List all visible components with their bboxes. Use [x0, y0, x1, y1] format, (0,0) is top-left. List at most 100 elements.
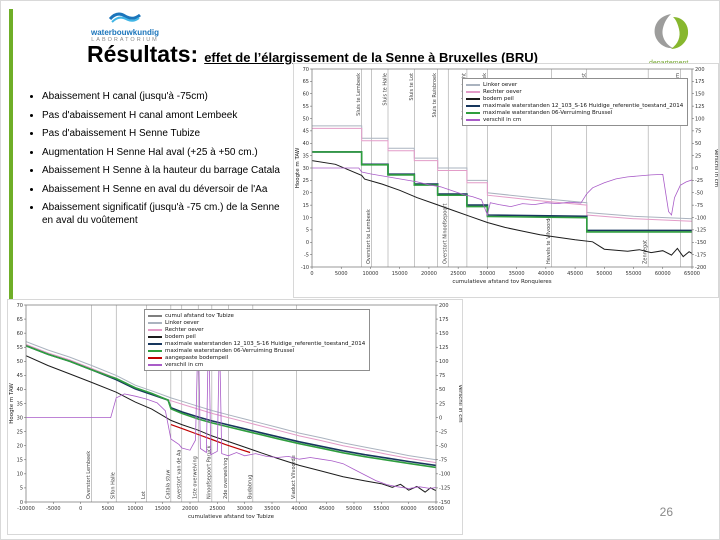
svg-text:-150: -150	[695, 240, 706, 246]
series-line	[26, 320, 436, 489]
svg-text:40000: 40000	[291, 506, 307, 512]
logo-left-line2: LABORATORIUM	[91, 37, 159, 43]
svg-text:65: 65	[17, 317, 23, 323]
title-text: Résultats:	[87, 41, 199, 67]
legend-swatch	[148, 321, 162, 324]
svg-text:10000: 10000	[363, 271, 379, 277]
series-line	[312, 160, 692, 258]
svg-text:65: 65	[303, 79, 309, 85]
series-line	[312, 151, 692, 233]
legend-entry: maximale waterstanden 06-Verruiming Brus…	[148, 347, 365, 354]
svg-text:40: 40	[17, 387, 23, 393]
legend-swatch	[466, 97, 480, 100]
svg-text:200: 200	[695, 67, 705, 73]
svg-text:35: 35	[17, 401, 23, 407]
landmark-label: Lot	[141, 491, 147, 499]
svg-text:70: 70	[303, 67, 309, 73]
logo-left-line1: waterbouwkundig	[91, 28, 159, 37]
right-axis-title: Verschil in cm	[457, 384, 462, 422]
svg-text:40000: 40000	[538, 271, 554, 277]
flanders-hydraulics-logo: waterbouwkundig LABORATORIUM	[77, 9, 173, 44]
legend-swatch	[148, 342, 162, 345]
svg-text:-5: -5	[304, 252, 309, 258]
svg-text:60: 60	[17, 331, 23, 337]
legend-swatch	[466, 83, 480, 86]
landmark-label: Hevels te Vilvoorde	[546, 216, 552, 264]
svg-text:65000: 65000	[428, 506, 444, 512]
svg-text:20000: 20000	[182, 506, 198, 512]
svg-text:10000: 10000	[127, 506, 143, 512]
legend-swatch	[148, 314, 162, 317]
landmark-label: Catala stuw	[165, 470, 171, 499]
svg-text:15000: 15000	[155, 506, 171, 512]
legend-swatch	[466, 118, 480, 121]
svg-text:25: 25	[303, 178, 309, 184]
series-line	[312, 167, 692, 217]
svg-text:0: 0	[439, 415, 442, 421]
leaf-logo-icon	[654, 14, 689, 49]
landmark-label: Sluis te Lot	[409, 73, 415, 101]
svg-text:50000: 50000	[596, 271, 612, 277]
svg-text:0: 0	[695, 166, 698, 172]
svg-text:10: 10	[303, 215, 309, 221]
legend-label: maximale waterstanden 12_103_S-16 Huidig…	[165, 340, 366, 347]
legend-entry: maximale waterstanden 12_103_S-16 Huidig…	[148, 340, 365, 347]
svg-text:100: 100	[439, 359, 449, 365]
svg-text:30: 30	[303, 166, 309, 172]
svg-text:75: 75	[439, 373, 445, 379]
legend-label: maximale waterstanden 06-Verruiming Brus…	[165, 347, 295, 354]
svg-text:-50: -50	[695, 191, 703, 197]
legend-label: bodem peil	[483, 95, 514, 102]
svg-text:45000: 45000	[319, 506, 335, 512]
svg-text:125: 125	[439, 345, 449, 351]
svg-text:-75: -75	[439, 458, 447, 464]
svg-text:-100: -100	[439, 472, 450, 478]
svg-text:-150: -150	[439, 500, 450, 506]
bullet-item: Abaissement significatif (jusqu'à -75 cm…	[42, 202, 289, 227]
legend-entry: maximale waterstanden 12_103_S-16 Huidig…	[466, 102, 683, 109]
legend-entry: Linker oever	[148, 319, 365, 326]
svg-text:55: 55	[303, 104, 309, 110]
svg-text:0: 0	[306, 240, 309, 246]
legend-label: aangepaste bodempeil	[165, 354, 229, 361]
legend-entry: aangepaste bodempeil	[148, 354, 365, 361]
svg-text:30: 30	[17, 415, 23, 421]
landmark-label: overstort van de Aa	[176, 450, 182, 500]
landmark-label: 2de overwelving	[223, 458, 229, 499]
series-line	[312, 125, 692, 220]
landmark-label: Overstort te Lembeek	[366, 209, 372, 264]
page-number: 26	[659, 505, 673, 519]
landmark-label: Sluis te Ruisbroek	[432, 73, 438, 118]
legend-entry: maximale waterstanden 06-Verruiming Brus…	[466, 109, 683, 116]
landmark-label: Overstort Ninoofsepoort	[443, 204, 449, 264]
slide-title: Résultats: effet de l’élargissement de la…	[87, 41, 687, 68]
bullet-item: Pas d'abaissement H canal amont Lembeek	[42, 110, 289, 123]
svg-text:70: 70	[17, 303, 23, 309]
legend-entry: Rechter oever	[466, 88, 683, 95]
svg-text:175: 175	[695, 79, 705, 85]
senne-chart-legend: cumul afstand tov Tubize Linker oever Rech…	[144, 309, 371, 371]
svg-text:55000: 55000	[626, 271, 642, 277]
svg-text:20: 20	[303, 191, 309, 197]
legend-entry: bodem peil	[466, 95, 683, 102]
svg-text:15: 15	[303, 203, 309, 209]
series-line	[26, 345, 436, 469]
svg-text:25000: 25000	[209, 506, 225, 512]
svg-text:-25: -25	[439, 429, 447, 435]
bullet-item: Abaissement H Senne à la hauteur du barr…	[42, 165, 289, 178]
svg-text:150: 150	[439, 331, 449, 337]
svg-text:60000: 60000	[401, 506, 417, 512]
legend-entry: verschil in cm	[148, 361, 365, 368]
bullet-panel: Abaissement H canal (jusqu'à -75cm) Pas d…	[27, 91, 289, 233]
svg-text:50: 50	[303, 116, 309, 122]
landmark-label: Sluis te Lembeek	[356, 73, 362, 116]
legend-swatch	[148, 349, 162, 352]
svg-text:200: 200	[439, 303, 449, 309]
series-line	[312, 127, 692, 222]
svg-text:65000: 65000	[684, 271, 700, 277]
svg-text:50000: 50000	[346, 506, 362, 512]
svg-text:-125: -125	[439, 486, 450, 492]
landmark-label: Sifon Halle	[111, 472, 117, 499]
svg-text:0: 0	[310, 271, 313, 277]
